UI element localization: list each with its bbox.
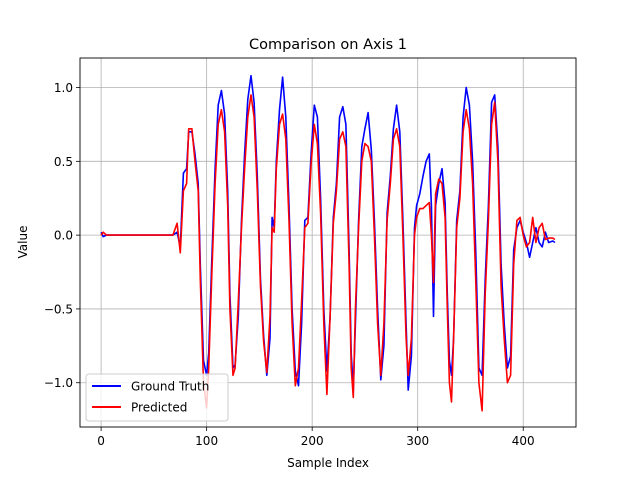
y-tick-label: −0.5 [44, 302, 73, 316]
plot-area [100, 74, 556, 412]
x-tick-label: 300 [406, 434, 429, 448]
y-tick-label: 0.0 [54, 229, 73, 243]
series-line-predicted [100, 94, 556, 412]
x-tick-label: 0 [97, 434, 105, 448]
x-tick-label: 200 [301, 434, 324, 448]
legend-box [85, 373, 229, 422]
y-axis: −1.0 −0.5 0.0 0.5 1.0 [44, 81, 80, 390]
x-tick-label: 400 [512, 434, 535, 448]
chart-title: Comparison on Axis 1 [249, 37, 407, 53]
x-axis: 0 100 200 300 400 [97, 427, 535, 448]
legend: Ground Truth Predicted [85, 373, 229, 422]
y-tick-label: −1.0 [44, 376, 73, 390]
x-axis-label: Sample Index [287, 456, 369, 470]
y-tick-label: 0.5 [54, 155, 73, 169]
y-tick-label: 1.0 [54, 81, 73, 95]
legend-label-ground-truth: Ground Truth [131, 380, 209, 394]
y-axis-label: Value [16, 226, 30, 259]
x-tick-label: 100 [195, 434, 218, 448]
axes-frame [79, 57, 577, 428]
legend-label-predicted: Predicted [131, 401, 187, 415]
series-layer [100, 74, 556, 412]
